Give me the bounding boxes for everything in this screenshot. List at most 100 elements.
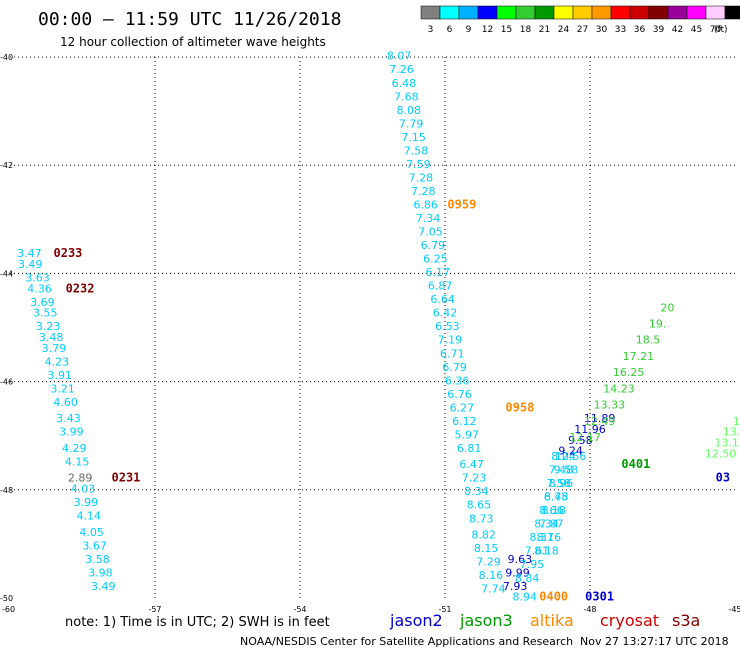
- swh-value-label: 6.47: [459, 458, 484, 471]
- swh-value-label: 7.28: [409, 171, 434, 184]
- swh-value-label: 6.64: [430, 293, 455, 306]
- swh-value-label: 6.79: [421, 239, 446, 252]
- swh-value-label: 3.67: [82, 539, 107, 552]
- swh-value-label: 3.49: [91, 580, 116, 593]
- swh-value-label: 18.5: [636, 334, 661, 347]
- legend-tick: 15: [501, 25, 512, 35]
- swh-value-label: 7.15: [401, 131, 426, 144]
- x-tick-label: -45: [728, 605, 740, 614]
- pass-time-label: 0233: [54, 246, 83, 260]
- chart-subtitle: 12 hour collection of altimeter wave hei…: [60, 35, 326, 49]
- swh-value-label: 6.12: [452, 415, 477, 428]
- swh-value-label: 7.26: [389, 63, 414, 76]
- swh-value-label: 14.23: [603, 382, 635, 395]
- x-tick-label: -51: [438, 605, 451, 614]
- swh-value-label: 9.58: [568, 434, 593, 447]
- legend-swatch: [591, 5, 612, 20]
- legend-swatch: [724, 5, 740, 20]
- y-tick-label: -50: [0, 594, 13, 603]
- legend-tick: 30: [596, 25, 608, 35]
- satellite-legend-s3a: s3a: [672, 611, 700, 630]
- satellite-legend-altika: altika: [530, 611, 574, 630]
- pass-time-label: 0400: [539, 590, 568, 604]
- swh-value-label: 6.25: [423, 253, 448, 266]
- swh-value-label: 8.65: [467, 499, 492, 512]
- x-tick-label: -60: [2, 605, 15, 614]
- swh-value-label: 5.97: [455, 428, 480, 441]
- x-tick-label: -57: [148, 605, 161, 614]
- swh-value-label: 19.: [649, 318, 667, 331]
- satellite-legend-cryosat: cryosat: [600, 611, 659, 630]
- swh-value-label: 3.48: [39, 331, 64, 344]
- swh-value-label: 4.03: [71, 483, 96, 496]
- swh-value-label: 7.93: [503, 580, 528, 593]
- footer-timestamp: Nov 27 13:27:17 UTC 2018: [580, 635, 729, 648]
- swh-value-label: 3.99: [74, 496, 99, 509]
- legend-swatch: [572, 5, 593, 20]
- swh-value-label: 6.81: [457, 442, 482, 455]
- pass-time-label: 0958: [505, 400, 534, 414]
- swh-value-label: 7.79: [399, 117, 424, 130]
- swh-value-label: 7.48: [549, 464, 574, 477]
- swh-value-label: 4.05: [79, 526, 104, 539]
- pass-time-label: 03: [716, 471, 730, 485]
- swh-value-label: 8.18: [542, 504, 567, 517]
- swh-value-label: 3.49: [18, 258, 43, 271]
- legend-swatch: [553, 5, 574, 20]
- swh-value-label: 8.82: [471, 528, 496, 541]
- swh-value-label: 7.23: [462, 472, 487, 485]
- x-tick-label: -48: [583, 605, 596, 614]
- legend-tick: 9: [466, 25, 472, 35]
- legend-swatch: [705, 5, 726, 20]
- footer-note: note: 1) Time is in UTC; 2) SWH is in fe…: [65, 615, 330, 630]
- x-tick-label: -54: [293, 605, 306, 614]
- legend-swatch: [686, 5, 707, 20]
- legend-swatch: [610, 5, 631, 20]
- legend-tick: 6: [447, 25, 453, 35]
- y-tick-label: -42: [0, 161, 13, 170]
- swh-value-label: 6.79: [442, 361, 467, 374]
- swh-value-label: 8.16: [479, 569, 504, 582]
- swh-value-label: 3.58: [85, 553, 110, 566]
- legend-tick: 33: [615, 25, 626, 35]
- swh-value-label: 8.16: [537, 531, 562, 544]
- swh-value-label: 7.05: [418, 226, 443, 239]
- legend-swatch: [496, 5, 517, 20]
- swh-value-label: 4.15: [65, 455, 90, 468]
- color-legend: 3 6 9 12 15 18 21 24 27 30 33 36 39 42 45 70: [420, 5, 740, 35]
- swh-value-label: 6.42: [433, 307, 458, 320]
- y-tick-label: -46: [0, 378, 13, 387]
- swh-value-label: 6.86: [413, 198, 438, 211]
- swh-value-label: 7.87: [539, 518, 564, 531]
- swh-value-label: 8.45: [544, 491, 569, 504]
- swh-value-label: 4.23: [45, 355, 70, 368]
- legend-tick: 12: [482, 25, 493, 35]
- swh-value-label: 13.13: [714, 437, 740, 450]
- swh-value-label: 8.73: [469, 512, 494, 525]
- legend-swatch: [420, 5, 441, 20]
- swh-value-label: 7.68: [394, 90, 419, 103]
- swh-value-label: 6.76: [447, 388, 472, 401]
- legend-swatch: [515, 5, 536, 20]
- swh-value-label: 7.34: [416, 212, 441, 225]
- legend-tick: 39: [653, 25, 665, 35]
- legend-unit: (ft): [714, 25, 728, 35]
- swh-value-label: 3.47: [17, 247, 42, 260]
- y-tick-label: -44: [0, 269, 13, 278]
- swh-value-label: 6.48: [392, 77, 417, 90]
- swh-value-label: 6.71: [440, 347, 465, 360]
- legend-swatch: [629, 5, 650, 20]
- legend-swatch: [534, 5, 555, 20]
- swh-value-label: 8.37: [529, 531, 554, 544]
- legend-tick: 42: [672, 25, 683, 35]
- swh-value-label: 3.91: [48, 369, 73, 382]
- swh-value-label: 7.74: [481, 583, 506, 596]
- swh-value-label: 13.5: [723, 426, 740, 439]
- legend-tick: 36: [634, 25, 646, 35]
- swh-value-label: 7.19: [438, 334, 463, 347]
- swh-value-label: 3.43: [56, 412, 81, 425]
- swh-value-label: 7.29: [476, 556, 501, 569]
- swh-value-label: 7.28: [411, 185, 436, 198]
- swh-value-label: 6.53: [435, 320, 460, 333]
